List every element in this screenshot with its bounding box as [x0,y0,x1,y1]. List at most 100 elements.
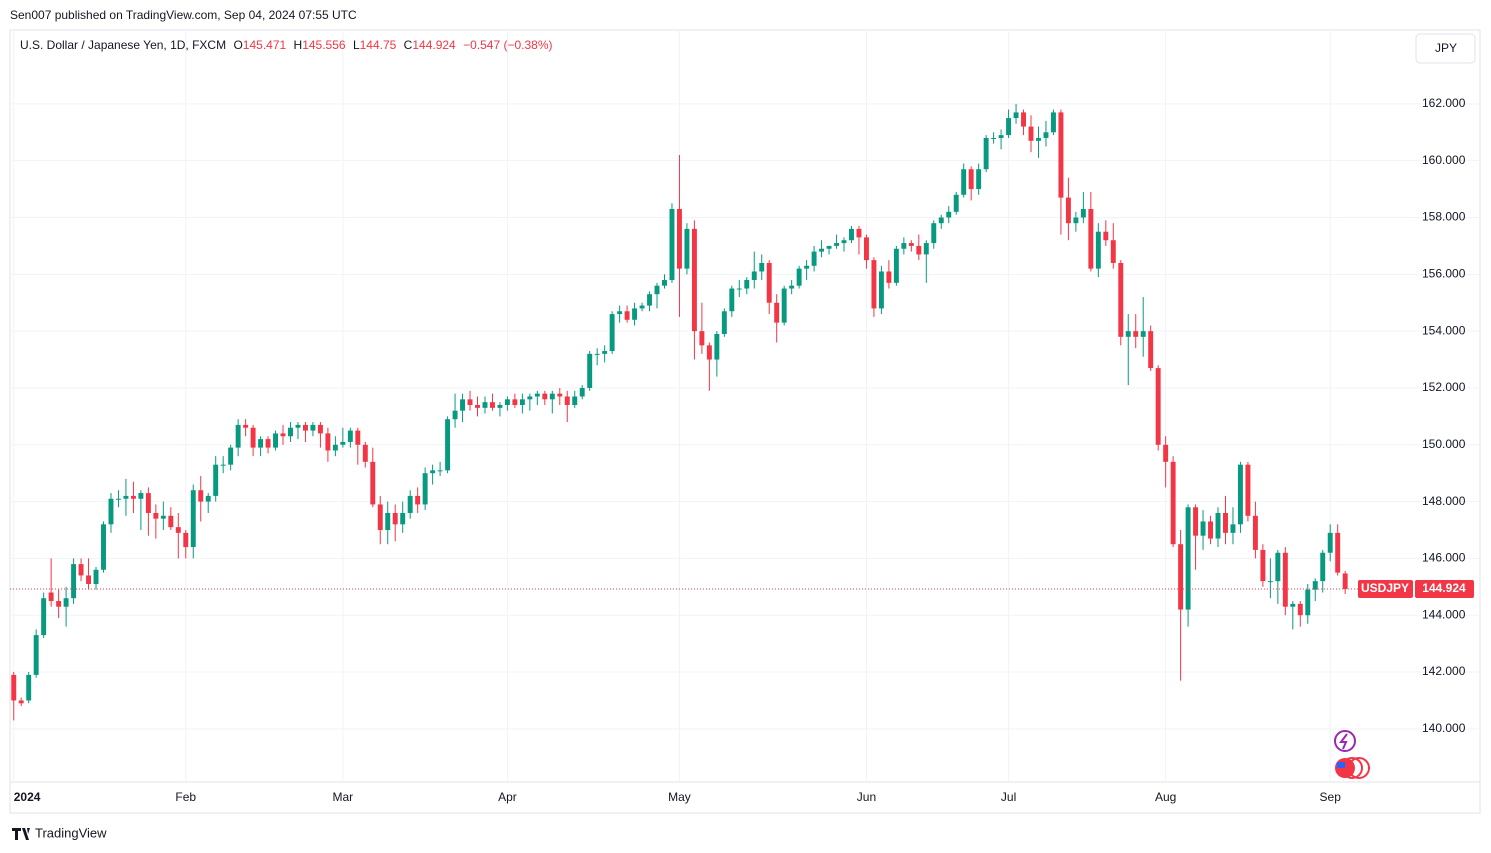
candle-body [160,515,166,519]
flash-bolt [1339,733,1348,750]
price-tag [1415,579,1474,598]
candle-body [1036,137,1041,141]
candle-body [1170,461,1176,545]
candle-body [662,280,667,286]
y-tick-label: 156.000 [1422,266,1466,280]
candle-body [355,430,361,445]
candle-body [1342,573,1348,589]
x-tick-label: Apr [498,790,517,804]
candle-body [183,532,189,548]
symbol-tag-label: USDJPY [1361,581,1409,595]
candle-body [452,410,458,420]
candle-body [362,444,368,462]
candle-body [759,262,765,272]
candle-body [789,285,795,289]
candle-body [1110,240,1116,263]
candle-body [400,512,406,525]
candle-body [235,424,241,448]
symbol-tag [1358,579,1413,598]
candle-body [445,419,451,471]
axes: 140.000 142.000 144.000 146.000 148.000 150.0… [14,96,1474,804]
brand-logo [12,828,30,840]
candle-body [1252,515,1258,550]
candle-body [460,399,466,411]
candle-body [976,169,982,190]
close-value: 144.924 [412,38,456,52]
candle-body [961,169,967,195]
candle-body [893,248,899,283]
candle-body [497,405,503,408]
candle-body [1058,112,1064,198]
candle-body [138,493,144,499]
candle-body [1312,581,1318,590]
y-tick-label: 144.000 [1422,607,1466,621]
candle-body [430,470,436,474]
candle-body [220,464,226,466]
candle-body [781,288,787,323]
candle-body [1125,331,1131,337]
candle-body [86,575,92,584]
candle-body [1088,208,1094,269]
candle-body [1193,507,1199,536]
flag-canton [1337,762,1345,768]
candle-body [527,396,533,400]
candle-body [123,495,129,499]
currency-button[interactable] [1415,33,1476,64]
candle-body [699,331,705,346]
candle-body [1013,112,1019,119]
flash-icon [1334,730,1356,752]
x-tick-label: Mar [333,790,354,804]
candle-body [1148,331,1154,369]
candle-body [669,208,675,281]
candle-body [751,271,757,281]
candle-body [153,512,159,519]
candle-body [1297,603,1303,616]
candle-body [617,311,623,315]
candle-body [691,228,697,332]
candle-body [1267,581,1273,583]
candle-body [93,569,99,584]
candle-body [1200,521,1206,536]
candle-body [130,495,136,499]
candle-body [392,512,398,525]
candle-body [482,402,488,408]
candle-body [549,393,555,400]
candle-body [1178,544,1184,610]
candle-body [190,490,196,548]
y-tick-label: 148.000 [1422,494,1466,508]
y-tick-label: 162.000 [1422,96,1466,110]
candle-body [841,240,847,244]
candle-body [796,268,802,286]
candle-body [26,674,32,701]
y-tick-label: 142.000 [1422,664,1466,678]
candle-body [1305,589,1311,616]
low-label: L [353,38,360,52]
candle-body [101,524,106,570]
open-label: O [233,38,242,52]
candle-body [1006,118,1012,136]
candle-body [422,473,428,505]
candle-body [519,399,525,406]
currency-button-label[interactable]: JPY [1435,41,1457,55]
candle-body [48,592,54,602]
candle-body [587,353,593,388]
candle-body [1103,231,1109,241]
candle-body [11,674,17,701]
grid [10,30,1480,782]
candle-body [819,248,825,252]
low-value: 144.75 [360,38,397,52]
published-line: Sen007 published on TradingView.com, Sep… [10,8,357,22]
candle-body [437,470,443,472]
candle-body [1065,197,1071,224]
candle-body [407,495,413,513]
y-tick-label: 150.000 [1422,437,1466,451]
candle-body [684,228,690,269]
candle-body [115,498,121,500]
candle-body [1021,112,1026,127]
change-value: −0.547 [463,38,500,52]
candle-body [557,393,563,397]
candle-body [1275,552,1281,582]
x-tick-label: Jul [1001,790,1016,804]
candle-body [288,427,293,437]
